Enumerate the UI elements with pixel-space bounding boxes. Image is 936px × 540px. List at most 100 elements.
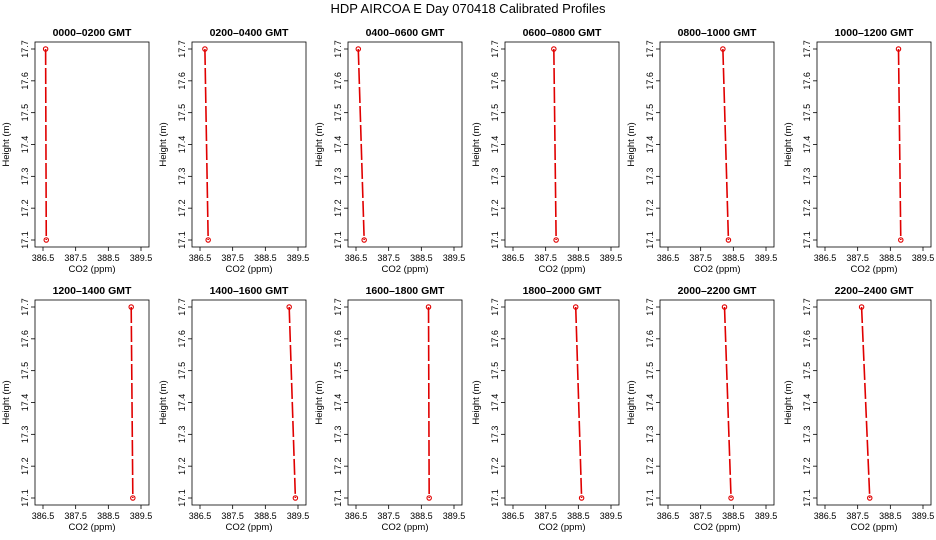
panel-6-profile-line bbox=[897, 48, 902, 241]
panel-7-x-axis-label: CO2 (ppm) bbox=[69, 522, 116, 533]
panel-10-y-tick-label-4: 17.4 bbox=[490, 394, 500, 412]
panel-9-y-tick-label-6: 17.6 bbox=[333, 330, 343, 348]
panel-6-y-tick-label-4: 17.4 bbox=[802, 136, 812, 154]
panel-8-y-tick-label-4: 17.4 bbox=[177, 394, 187, 412]
panel-10-y-tick-label-7: 17.7 bbox=[490, 298, 500, 316]
panel-4-y-axis-label: Height (m) bbox=[471, 122, 482, 166]
panel-4-x-tick-label-4: 389.5 bbox=[600, 253, 623, 263]
panel-8-y-axis-label: Height (m) bbox=[158, 380, 169, 424]
panel-5-profile-line bbox=[722, 48, 730, 241]
panel-11-x-tick-label-2: 387.5 bbox=[689, 511, 712, 521]
panel-9-y-tick-label-1: 17.1 bbox=[333, 489, 343, 507]
panel-9-y-axis-label: Height (m) bbox=[314, 380, 325, 424]
panel-10-data-point-1 bbox=[572, 304, 579, 310]
panel-4-y-tick-label-4: 17.4 bbox=[490, 136, 500, 154]
panel-3-x-tick-label-4: 389.5 bbox=[443, 253, 466, 263]
panel-4-x-axis-label: CO2 (ppm) bbox=[539, 264, 586, 275]
panel-1-y-tick-label-5: 17.5 bbox=[20, 104, 30, 122]
panel-12-y-tick-label-6: 17.6 bbox=[802, 330, 812, 348]
panel-11-y-tick-label-5: 17.5 bbox=[645, 362, 655, 380]
panel-10-title: 1800–2000 GMT bbox=[523, 285, 602, 297]
panel-8-x-tick-label-3: 388.5 bbox=[254, 511, 277, 521]
panel-3-y-tick-label-6: 17.6 bbox=[333, 72, 343, 90]
panel-12-y-tick-label-4: 17.4 bbox=[802, 394, 812, 412]
panel-8-x-axis-label: CO2 (ppm) bbox=[226, 522, 273, 533]
panel-11-y-tick-label-2: 17.2 bbox=[645, 457, 655, 475]
panel-12-x-tick-label-2: 387.5 bbox=[846, 511, 869, 521]
panel-6-title: 1000–1200 GMT bbox=[835, 27, 914, 39]
panel-5-y-tick-label-2: 17.2 bbox=[645, 199, 655, 217]
panel-4-x-tick-label-1: 386.5 bbox=[502, 253, 525, 263]
panel-11-x-tick-label-3: 388.5 bbox=[722, 511, 745, 521]
panel-6-data-point-2 bbox=[898, 237, 904, 243]
panel-6-x-tick-label-1: 386.5 bbox=[814, 253, 837, 263]
panel-9-y-tick-label-3: 17.3 bbox=[333, 426, 343, 444]
panel-10-y-tick-label-1: 17.1 bbox=[490, 489, 500, 507]
panel-6-y-tick-label-1: 17.1 bbox=[802, 231, 812, 249]
panel-1-y-tick-label-3: 17.3 bbox=[20, 168, 30, 186]
panel-8-x-tick-label-1: 386.5 bbox=[189, 511, 212, 521]
panel-7-data-point-1 bbox=[128, 304, 134, 310]
panel-10-y-axis-label: Height (m) bbox=[471, 380, 482, 424]
panel-11-y-tick-label-3: 17.3 bbox=[645, 426, 655, 444]
panel-3-profile-line bbox=[357, 48, 365, 241]
panel-3-x-tick-label-2: 387.5 bbox=[377, 253, 400, 263]
panel-6-data-point-1 bbox=[895, 46, 902, 52]
panel-12-y-tick-label-7: 17.7 bbox=[802, 298, 812, 316]
panel-11-data-point-2 bbox=[728, 495, 734, 501]
panel-7-x-tick-label-2: 387.5 bbox=[64, 511, 87, 521]
panel-9-x-tick-label-4: 389.5 bbox=[443, 511, 466, 521]
panel-11-y-tick-label-1: 17.1 bbox=[645, 489, 655, 507]
panel-7-y-tick-label-6: 17.6 bbox=[20, 330, 30, 348]
panel-8-y-tick-label-2: 17.2 bbox=[177, 457, 187, 475]
panel-7-y-tick-label-3: 17.3 bbox=[20, 426, 30, 444]
panel-4-data-point-2 bbox=[553, 237, 559, 243]
panel-10-y-tick-label-3: 17.3 bbox=[490, 426, 500, 444]
panel-12-x-tick-label-1: 386.5 bbox=[814, 511, 837, 521]
panel-3-y-tick-label-2: 17.2 bbox=[333, 199, 343, 217]
panel-2-y-tick-label-5: 17.5 bbox=[177, 104, 187, 122]
panel-5-title: 0800–1000 GMT bbox=[678, 27, 757, 39]
panel-12-profile-line bbox=[860, 306, 871, 499]
panel-3-x-axis-label: CO2 (ppm) bbox=[382, 264, 429, 275]
panel-3-y-tick-label-7: 17.7 bbox=[333, 40, 343, 58]
panel-11-profile-line bbox=[723, 306, 732, 499]
panel-1-y-tick-label-6: 17.6 bbox=[20, 72, 30, 90]
panel-3-y-tick-label-1: 17.1 bbox=[333, 231, 343, 249]
panel-1-y-axis-label: Height (m) bbox=[1, 122, 12, 166]
panel-9-profile-line bbox=[427, 306, 430, 499]
panel-2-x-tick-label-4: 389.5 bbox=[287, 253, 310, 263]
panel-3-data-point-1 bbox=[355, 46, 362, 52]
panel-2-y-axis-label: Height (m) bbox=[158, 122, 169, 166]
panel-11-title: 2000–2200 GMT bbox=[678, 285, 757, 297]
panel-3-title: 0400–0600 GMT bbox=[366, 27, 445, 39]
panel-5-x-axis-label: CO2 (ppm) bbox=[694, 264, 741, 275]
panel-5-x-tick-label-4: 389.5 bbox=[755, 253, 778, 263]
panel-1-x-tick-label-1: 386.5 bbox=[32, 253, 55, 263]
panel-4-y-tick-label-5: 17.5 bbox=[490, 104, 500, 122]
panel-4-y-tick-label-6: 17.6 bbox=[490, 72, 500, 90]
panel-9-y-tick-label-4: 17.4 bbox=[333, 394, 343, 412]
panel-2-data-point-2 bbox=[205, 237, 211, 243]
panel-11-y-tick-label-7: 17.7 bbox=[645, 298, 655, 316]
panel-8-y-tick-label-3: 17.3 bbox=[177, 426, 187, 444]
panel-6-plot-frame bbox=[816, 41, 932, 248]
panel-9-y-tick-label-2: 17.2 bbox=[333, 457, 343, 475]
panel-9-title: 1600–1800 GMT bbox=[366, 285, 445, 297]
panel-12-x-axis-label: CO2 (ppm) bbox=[851, 522, 898, 533]
panel-1-y-tick-label-1: 17.1 bbox=[20, 231, 30, 249]
panel-2-x-tick-label-3: 388.5 bbox=[254, 253, 277, 263]
panel-7-y-axis-label: Height (m) bbox=[1, 380, 12, 424]
panel-8-title: 1400–1600 GMT bbox=[210, 285, 289, 297]
panel-1-y-tick-label-4: 17.4 bbox=[20, 136, 30, 154]
panel-1-profile-line bbox=[44, 48, 48, 241]
panel-2-x-axis-label: CO2 (ppm) bbox=[226, 264, 273, 275]
panel-2-y-tick-label-2: 17.2 bbox=[177, 199, 187, 217]
panel-9-x-tick-label-3: 388.5 bbox=[410, 511, 433, 521]
panel-2-y-tick-label-6: 17.6 bbox=[177, 72, 187, 90]
panel-6-y-tick-label-2: 17.2 bbox=[802, 199, 812, 217]
panel-1-x-tick-label-4: 389.5 bbox=[130, 253, 153, 263]
panel-6-y-axis-label: Height (m) bbox=[783, 122, 794, 166]
panel-9-x-tick-label-1: 386.5 bbox=[345, 511, 368, 521]
panel-8-y-tick-label-1: 17.1 bbox=[177, 489, 187, 507]
